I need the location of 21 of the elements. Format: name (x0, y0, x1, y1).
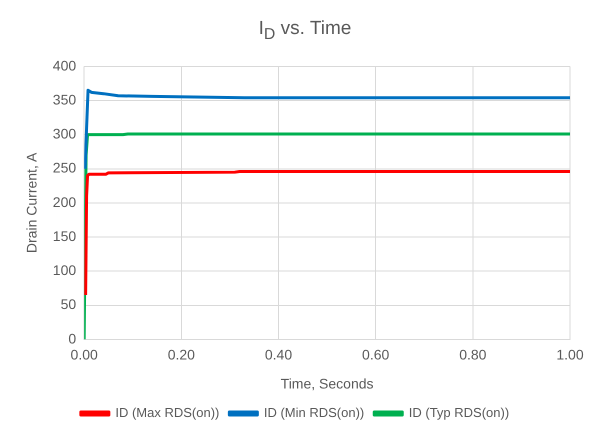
y-tick-label: 250 (52, 160, 76, 176)
y-tick-label: 150 (52, 228, 76, 244)
y-tick-label: 50 (60, 296, 76, 312)
chart-title: I$_{D}$ vs. Time (258, 18, 352, 44)
y-tick-label: 400 (52, 57, 76, 74)
legend-label: ID (Max RDS(on)) (115, 405, 220, 420)
legend-label: ID (Typ RDS(on)) (408, 405, 510, 420)
x-tick-label: 1.00 (556, 346, 584, 363)
x-tick-label: 0.40 (264, 346, 292, 363)
y-axis-title: Drain Current, A (23, 152, 40, 254)
y-tick-label: 100 (52, 262, 76, 278)
y-tick-label: 350 (52, 91, 76, 108)
x-tick-label: 0.60 (362, 346, 390, 363)
y-tick-label: 300 (52, 126, 76, 142)
x-tick-label: 0.80 (459, 346, 487, 363)
x-tick-label: 0.20 (168, 346, 196, 363)
x-axis-title: Time, Seconds (280, 375, 374, 392)
legend-label: ID (Min RDS(on)) (264, 405, 364, 420)
y-tick-label: 200 (52, 194, 76, 210)
x-tick-label: 0.00 (70, 346, 98, 363)
y-tick-label: 0 (68, 330, 76, 346)
